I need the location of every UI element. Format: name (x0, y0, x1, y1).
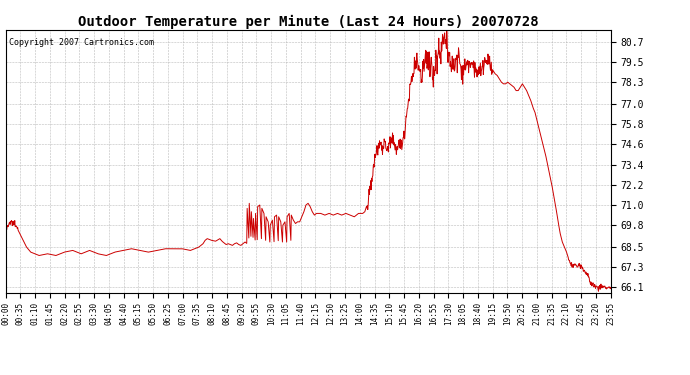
Title: Outdoor Temperature per Minute (Last 24 Hours) 20070728: Outdoor Temperature per Minute (Last 24 … (78, 15, 538, 29)
Text: Copyright 2007 Cartronics.com: Copyright 2007 Cartronics.com (8, 38, 154, 47)
